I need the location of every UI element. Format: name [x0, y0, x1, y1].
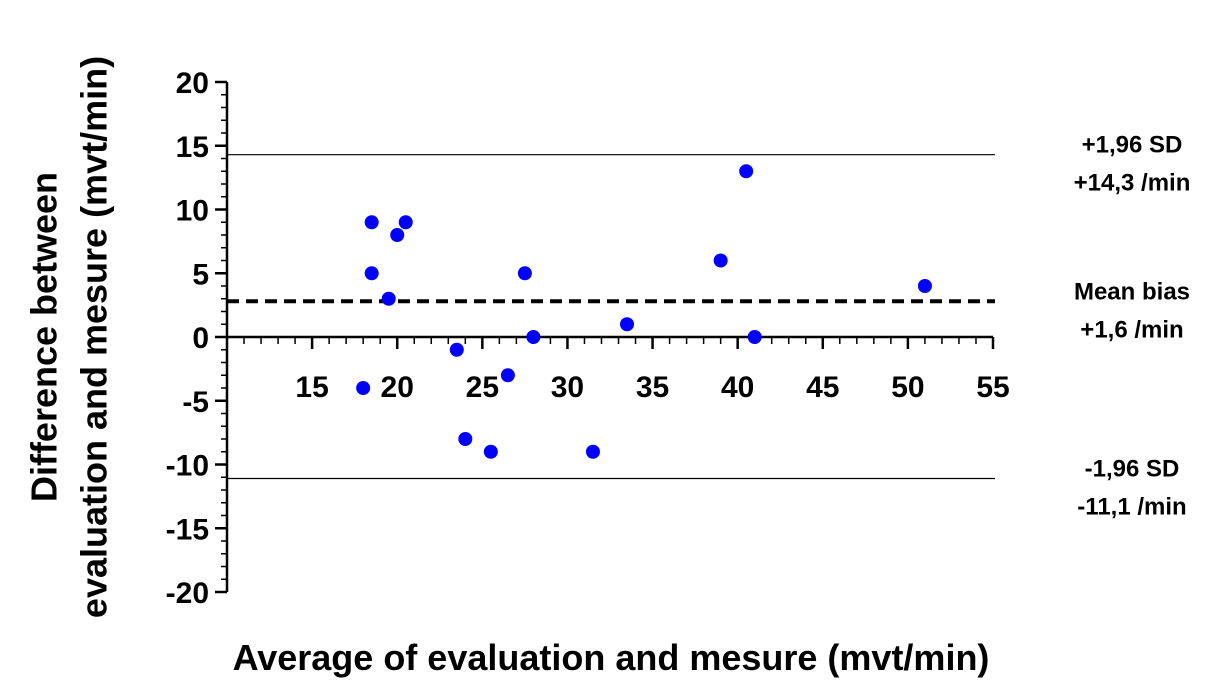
x-tick-label: 30 — [551, 371, 584, 404]
y-tick-label: 0 — [192, 322, 209, 355]
x-tick-label: 45 — [806, 371, 839, 404]
y-tick-label: 20 — [176, 67, 209, 100]
x-tick-label: 20 — [381, 371, 414, 404]
data-point — [483, 444, 498, 459]
y-tick-label: -5 — [182, 386, 209, 419]
data-points — [356, 164, 932, 459]
data-point — [381, 291, 396, 306]
reference-lines — [227, 154, 995, 480]
x-tick-label: 40 — [721, 371, 754, 404]
data-point — [526, 330, 541, 344]
axes — [215, 80, 995, 594]
data-point — [620, 317, 635, 332]
y-tick-label: 5 — [192, 258, 209, 291]
y-axis-title-line: evaluation and mesure (mvt/min) — [74, 56, 115, 618]
data-point — [458, 432, 473, 446]
x-tick-label: 50 — [891, 371, 924, 404]
data-point — [364, 215, 379, 230]
x-tick-label: 15 — [295, 371, 328, 404]
x-axis-title: Average of evaluation and mesure (mvt/mi… — [233, 637, 990, 678]
data-point — [713, 253, 728, 268]
data-point — [747, 330, 762, 344]
data-point — [585, 444, 600, 459]
reference-line-label: +14,3 /min — [1074, 170, 1191, 197]
y-axis-title-line: Difference between — [24, 172, 65, 502]
data-point — [739, 164, 754, 179]
data-point — [500, 368, 515, 383]
reference-line-label: +1,96 SD — [1082, 132, 1183, 159]
reference-line-label: +1,6 /min — [1080, 316, 1183, 343]
y-tick-label: 15 — [176, 131, 209, 164]
x-tick-label: 35 — [636, 371, 669, 404]
data-point — [449, 342, 464, 357]
data-point — [364, 266, 379, 281]
reference-line-label: -1,96 SD — [1085, 456, 1180, 483]
y-tick-label: -15 — [166, 513, 209, 546]
y-tick-label: 10 — [176, 195, 209, 228]
data-point — [356, 381, 371, 395]
y-tick-label: -20 — [166, 577, 209, 610]
y-tick-label: -10 — [166, 450, 209, 483]
data-point — [517, 266, 532, 281]
x-tick-label: 55 — [976, 371, 1009, 404]
data-point — [390, 228, 405, 242]
data-point — [917, 279, 932, 293]
reference-line-label: Mean bias — [1074, 278, 1190, 305]
reference-line-label: -11,1 /min — [1077, 494, 1186, 521]
data-point — [398, 215, 413, 230]
x-tick-label: 25 — [466, 371, 499, 404]
